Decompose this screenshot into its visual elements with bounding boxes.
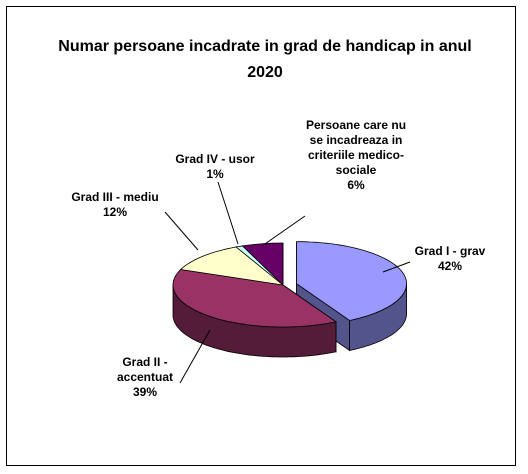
slice-label: Persoane care nu se incadreaza in criter…: [300, 118, 412, 193]
leader-line: [164, 211, 199, 251]
leader-lines: [164, 181, 411, 384]
slice-label: Grad I - grav 42%: [410, 244, 490, 274]
leader-line: [382, 261, 411, 273]
pie-slice: [172, 269, 337, 328]
value-label: 12%: [102, 205, 128, 219]
value-label: 6%: [347, 178, 365, 192]
category-label: Grad IV - usor: [175, 152, 255, 166]
leader-line: [217, 181, 239, 245]
leader-line: [179, 329, 211, 384]
pie: [172, 241, 408, 358]
chart-title: Numar persoane incadrate in grad de hand…: [58, 38, 472, 81]
category-label: Persoane care nu se incadreaza in criter…: [305, 118, 407, 177]
value-label: 39%: [132, 385, 158, 399]
slice-label: Grad III - mediu 12%: [60, 190, 170, 220]
pie-slice: [241, 242, 284, 286]
slice-label: Grad II - accentuat 39%: [110, 355, 180, 400]
pie-slice: [296, 241, 408, 321]
slice-label: Grad IV - usor 1%: [160, 152, 270, 182]
leader-line: [261, 215, 306, 247]
category-label: Grad II - accentuat: [116, 355, 174, 384]
value-label: 1%: [206, 167, 224, 181]
category-label: Grad I - grav: [414, 244, 486, 258]
category-label: Grad III - mediu: [71, 190, 159, 204]
pie-slice: [179, 246, 285, 286]
chart-frame: [6, 6, 516, 466]
value-label: 42%: [437, 259, 463, 273]
